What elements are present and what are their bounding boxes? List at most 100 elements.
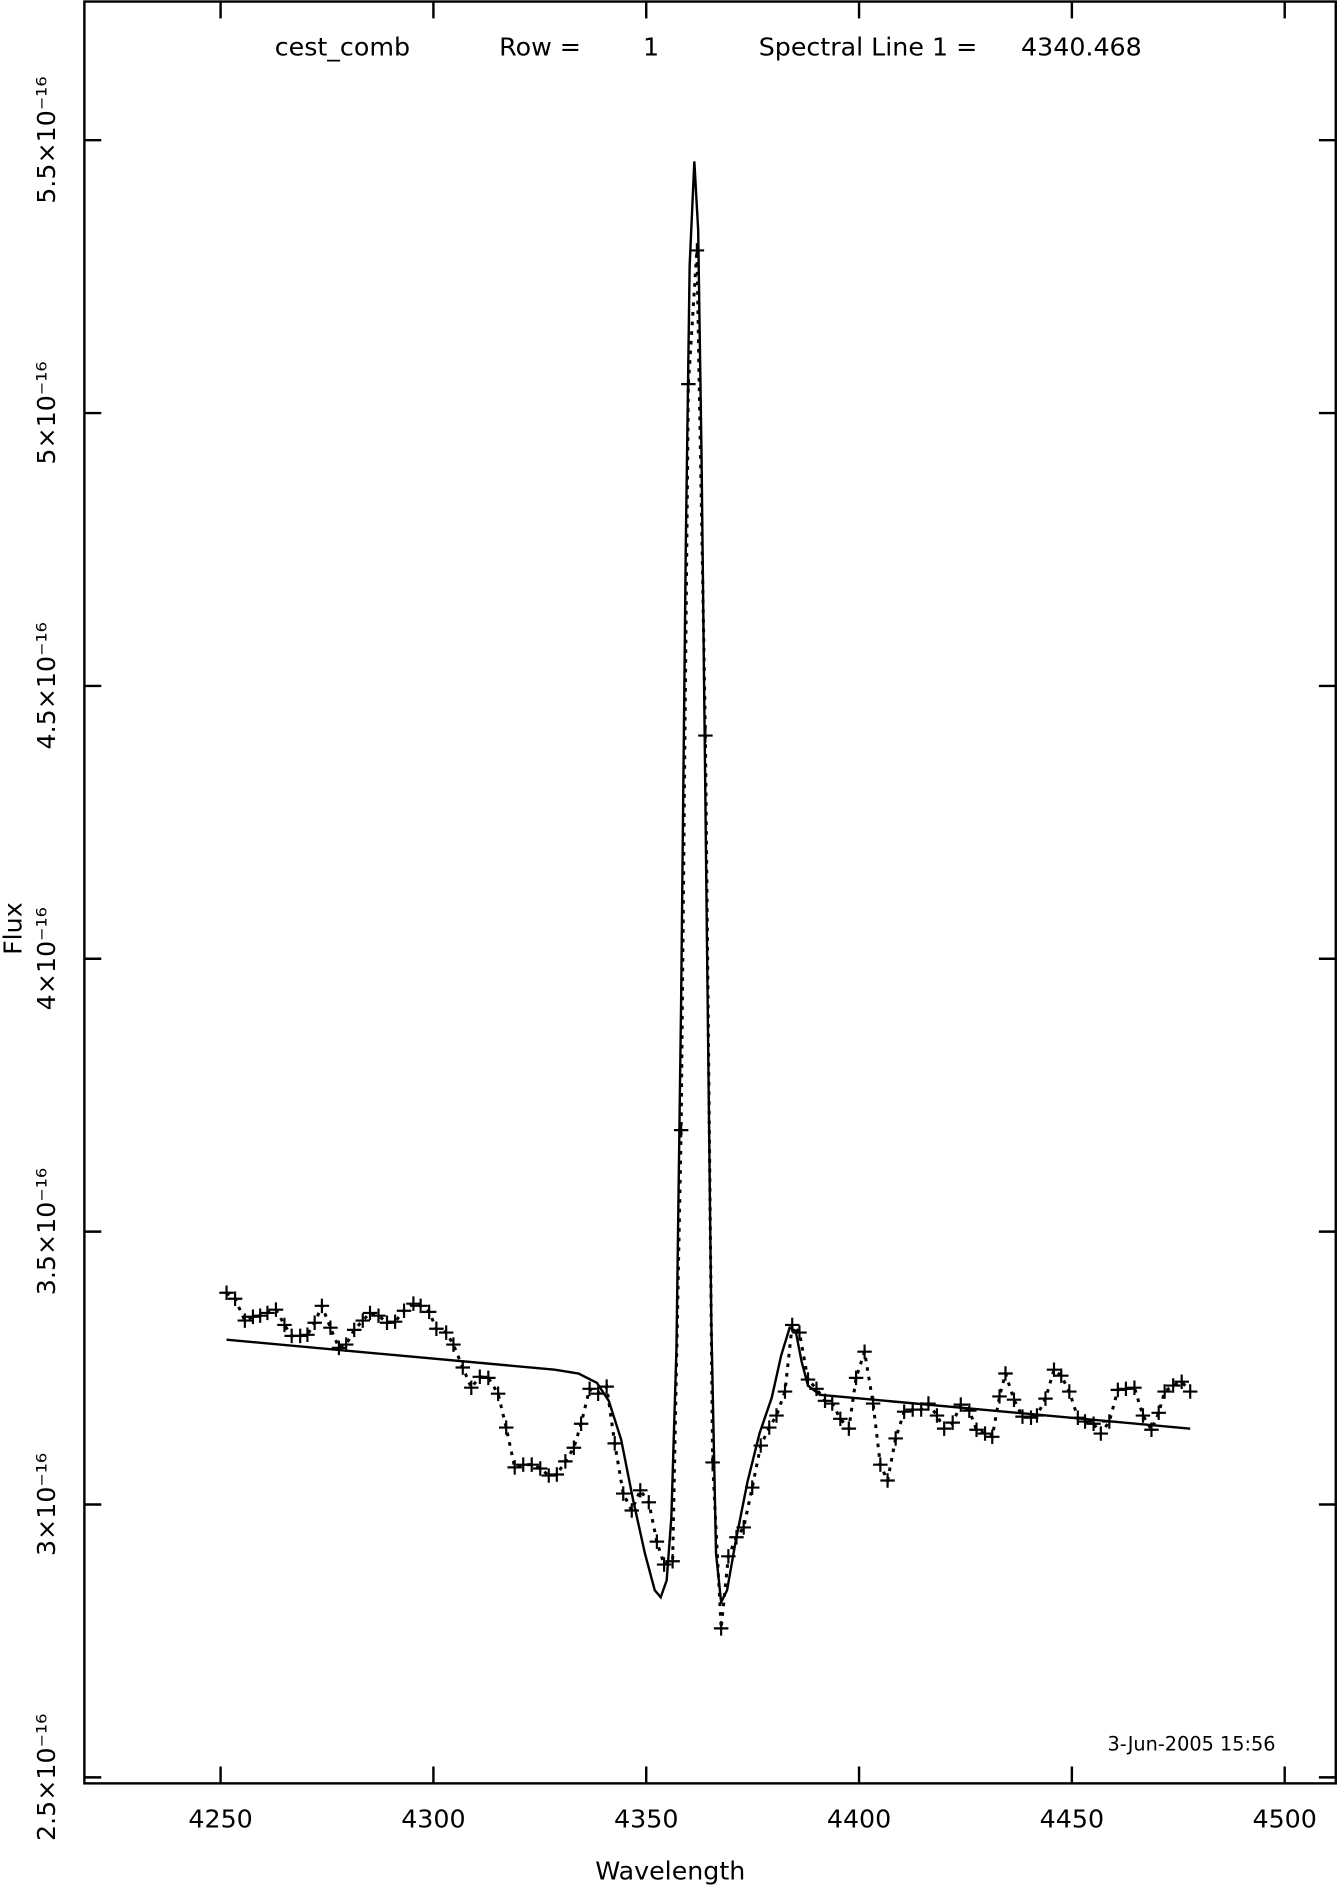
x-axis-label: Wavelength — [595, 1857, 745, 1886]
data-point — [705, 1455, 720, 1470]
data-point — [498, 1420, 514, 1435]
data-point — [558, 1454, 573, 1469]
data-point — [252, 1308, 268, 1323]
title-row-value: 1 — [643, 33, 659, 62]
data-point — [413, 1298, 428, 1314]
y-tick-label: 4.5×10⁻¹⁶ — [32, 622, 61, 749]
data-point — [1157, 1384, 1172, 1399]
title-dataset: cest_comb — [275, 33, 410, 62]
data-point — [633, 1483, 648, 1498]
data-point — [1165, 1378, 1181, 1393]
data-point — [936, 1421, 952, 1436]
data-point — [929, 1408, 945, 1423]
data-point — [689, 243, 705, 258]
data-point — [769, 1408, 784, 1423]
data-point — [446, 1337, 461, 1352]
data-point — [848, 1370, 864, 1386]
data-point — [355, 1313, 370, 1328]
title-line-label: Spectral Line 1 = — [759, 33, 978, 62]
data-point — [219, 1285, 234, 1300]
data-point — [1053, 1368, 1069, 1383]
data-point — [362, 1305, 378, 1321]
data-point — [260, 1305, 275, 1321]
data-point — [599, 1379, 614, 1394]
data-point — [841, 1421, 857, 1436]
title-row-label: Row = — [499, 33, 581, 62]
data-point — [331, 1340, 347, 1356]
data-point — [307, 1315, 322, 1331]
title-line-value: 4340.468 — [1021, 33, 1142, 62]
x-tick-label: 4250 — [188, 1805, 252, 1834]
data-point — [777, 1384, 793, 1399]
data-point — [977, 1426, 993, 1441]
data-point — [992, 1389, 1007, 1404]
y-axis-label: Flux — [0, 902, 27, 955]
y-tick-label: 5×10⁻¹⁶ — [32, 361, 61, 464]
data-point — [873, 1457, 888, 1472]
data-point — [649, 1534, 665, 1549]
data-point — [490, 1386, 506, 1401]
data-point — [507, 1460, 522, 1475]
data-point — [533, 1461, 548, 1476]
data-point — [573, 1416, 589, 1431]
data-point — [713, 1621, 729, 1636]
y-tick-label: 3×10⁻¹⁶ — [32, 1453, 61, 1556]
data-point — [1077, 1414, 1093, 1429]
data-point — [825, 1396, 840, 1411]
data-point — [1135, 1408, 1151, 1423]
data-point — [896, 1404, 912, 1419]
data-point — [1093, 1426, 1109, 1441]
data-point — [857, 1344, 872, 1359]
x-tick-label: 4400 — [827, 1805, 891, 1834]
data-point — [347, 1322, 362, 1338]
data-point — [245, 1309, 261, 1324]
data-point — [985, 1429, 1000, 1445]
data-point — [1015, 1409, 1030, 1424]
data-point — [227, 1291, 243, 1306]
data-point — [833, 1411, 848, 1427]
data-point — [953, 1397, 969, 1412]
data-point — [455, 1360, 471, 1375]
x-tick-label: 4450 — [1040, 1805, 1104, 1834]
data-point — [371, 1308, 386, 1323]
x-tick-label: 4500 — [1252, 1805, 1316, 1834]
data-point — [792, 1325, 807, 1340]
data-point — [641, 1495, 657, 1510]
data-point — [1046, 1362, 1062, 1377]
data-point — [549, 1467, 565, 1482]
data-point — [387, 1314, 403, 1329]
data-point — [314, 1298, 330, 1314]
date-annotation: 3-Jun-2005 15:56 — [1107, 1732, 1275, 1755]
data-point — [582, 1381, 597, 1397]
data-point — [616, 1486, 631, 1501]
x-tick-label: 4300 — [401, 1805, 465, 1834]
data-point — [438, 1325, 454, 1340]
data-point — [673, 1122, 689, 1138]
data-point — [1038, 1391, 1053, 1406]
y-tick-label: 4×10⁻¹⁶ — [32, 907, 61, 1010]
data-point — [277, 1317, 292, 1333]
data-point — [1174, 1374, 1189, 1389]
data-point — [607, 1436, 622, 1451]
data-point — [292, 1328, 308, 1344]
data-point — [464, 1380, 479, 1395]
data-point — [472, 1369, 488, 1385]
data-point — [541, 1468, 556, 1483]
y-tick-label: 5.5×10⁻¹⁶ — [32, 77, 61, 204]
data-point — [1110, 1382, 1126, 1398]
data-point — [945, 1415, 960, 1430]
data-point — [323, 1320, 338, 1335]
data-point — [268, 1302, 284, 1317]
data-point — [998, 1366, 1013, 1381]
data-point — [888, 1431, 903, 1446]
data-point — [969, 1422, 984, 1437]
plot-frame — [83, 0, 1337, 1785]
data-point — [429, 1321, 444, 1337]
data-point — [1127, 1380, 1142, 1395]
data-point — [1062, 1384, 1077, 1399]
series-line — [225, 250, 1192, 1629]
data-point — [962, 1403, 977, 1418]
data-point — [406, 1296, 421, 1311]
y-tick-label: 2.5×10⁻¹⁶ — [32, 1714, 61, 1841]
